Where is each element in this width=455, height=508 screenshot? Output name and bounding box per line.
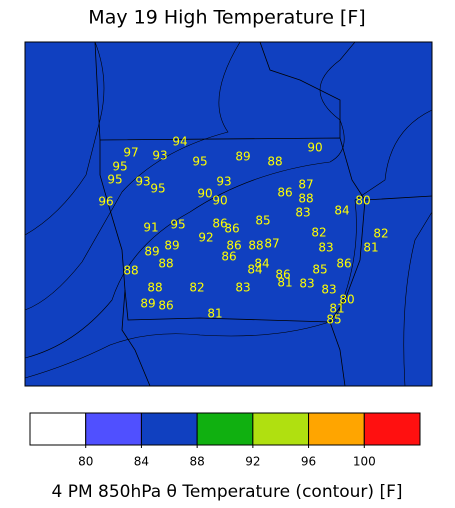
station-value: 84 xyxy=(247,263,262,277)
colorbar: 80 84 88 92 96 100 xyxy=(29,412,421,469)
station-value: 84 xyxy=(334,204,349,218)
station-value: 95 xyxy=(192,155,207,169)
station-value: 81 xyxy=(207,307,222,321)
station-value: 83 xyxy=(318,241,333,255)
title: May 19 High Temperature [F] xyxy=(88,7,365,29)
station-value: 88 xyxy=(123,264,138,278)
station-value: 95 xyxy=(170,218,185,232)
station-value: 81 xyxy=(277,276,292,290)
station-value: 86 xyxy=(275,268,290,282)
colorbar-swatch xyxy=(308,412,365,446)
region-100 xyxy=(24,41,241,311)
station-value: 81 xyxy=(363,241,378,255)
state-border xyxy=(94,41,433,387)
colorbar-swatch xyxy=(363,412,421,446)
station-value: 92 xyxy=(198,231,213,245)
region-92-96 xyxy=(24,41,433,379)
station-value: 88 xyxy=(248,239,263,253)
caption: 4 PM 850hPa θ Temperature (contour) [F] xyxy=(51,482,402,502)
station-value: 86 xyxy=(226,239,241,253)
colorbar-tick-label: 92 xyxy=(245,455,260,469)
station-value: 86 xyxy=(221,250,236,264)
station-value: 93 xyxy=(216,175,231,189)
colorbar-swatch xyxy=(252,412,310,446)
colorbar-tick-label: 100 xyxy=(353,455,376,469)
station-value: 83 xyxy=(299,277,314,291)
colorbar-swatch xyxy=(29,412,87,446)
colorbar-tick-label: 88 xyxy=(190,455,205,469)
station-value: 83 xyxy=(321,283,336,297)
station-value: 94 xyxy=(172,135,187,149)
station-value: 87 xyxy=(298,178,313,192)
station-value: 89 xyxy=(140,297,155,311)
station-value: 88 xyxy=(158,257,173,271)
station-value: 85 xyxy=(255,214,270,228)
station-value: 83 xyxy=(235,281,250,295)
station-value: 82 xyxy=(373,227,388,241)
station-value: 95 xyxy=(150,182,165,196)
station-value: 89 xyxy=(144,245,159,259)
station-value: 84 xyxy=(254,257,269,271)
station-value: 89 xyxy=(235,150,250,164)
state-border xyxy=(99,137,366,323)
colorbar-swatch xyxy=(140,412,198,446)
region-high xyxy=(24,41,105,236)
station-value: 86 xyxy=(212,217,227,231)
station-value: 86 xyxy=(336,257,351,271)
station-value: 88 xyxy=(147,281,162,295)
region-96-100 xyxy=(24,41,356,359)
station-value: 89 xyxy=(164,239,179,253)
region-88-92 xyxy=(25,42,432,386)
station-value: 87 xyxy=(264,237,279,251)
colorbar-tick-label: 96 xyxy=(301,455,316,469)
colorbar-tick-label: 84 xyxy=(134,455,149,469)
station-value: 86 xyxy=(224,222,239,236)
station-value: 90 xyxy=(212,194,227,208)
station-value: 90 xyxy=(197,187,212,201)
station-value: 90 xyxy=(307,141,322,155)
station-value: 85 xyxy=(312,263,327,277)
station-value: 93 xyxy=(135,175,150,189)
colorbar-tick-label: 80 xyxy=(78,455,93,469)
station-value: 83 xyxy=(295,206,310,220)
station-value: 81 xyxy=(329,302,344,316)
station-value: 86 xyxy=(158,299,173,313)
station-value: 95 xyxy=(112,160,127,174)
station-value: 96 xyxy=(98,195,113,209)
station-value: 85 xyxy=(326,313,341,327)
colorbar-swatch xyxy=(85,412,142,446)
station-value: 88 xyxy=(298,192,313,206)
station-value: 86 xyxy=(277,186,292,200)
colorbar-swatch xyxy=(196,412,254,446)
station-value: 97 xyxy=(123,146,138,160)
station-value: 95 xyxy=(107,173,122,187)
station-value: 91 xyxy=(143,221,158,235)
station-value: 80 xyxy=(339,293,354,307)
station-value: 82 xyxy=(189,281,204,295)
station-value: 82 xyxy=(311,226,326,240)
station-value: 88 xyxy=(267,155,282,169)
map-frame xyxy=(24,41,433,387)
station-value: 80 xyxy=(355,194,370,208)
station-value: 93 xyxy=(152,149,167,163)
